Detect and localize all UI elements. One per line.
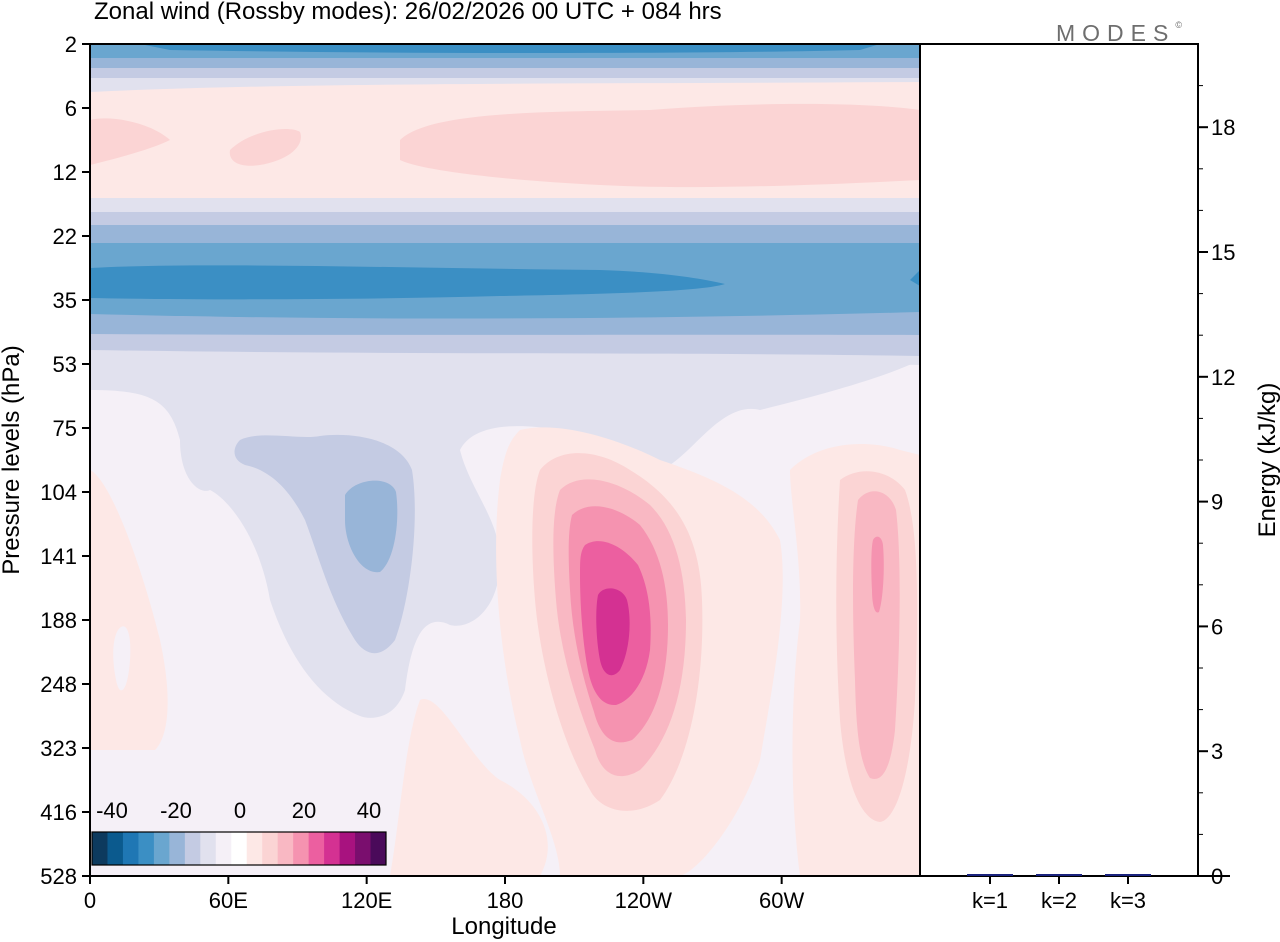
colorbar-swatch xyxy=(169,832,186,865)
energy-bar xyxy=(1105,874,1151,876)
energy-tick-label: 15 xyxy=(1211,240,1235,265)
x-axis: 0 60E 120E 180 120W 60W xyxy=(84,876,805,913)
colorbar-label: -20 xyxy=(160,798,192,823)
y-axis: 2 6 12 22 35 53 75 104 141 188 248 323 416 528 xyxy=(40,32,90,889)
x-axis-title: Longitude xyxy=(451,913,556,940)
colorbar-labels: -40 -20 0 20 40 xyxy=(96,798,381,823)
colorbar-swatch xyxy=(92,832,108,865)
band-jet-core-edge xyxy=(910,270,920,286)
colorbar-swatch xyxy=(122,832,139,865)
x-tick-label: 60W xyxy=(759,888,804,913)
y-tick-label: 104 xyxy=(40,480,77,505)
colorbar-label: 40 xyxy=(357,798,381,823)
patch-bottom-left-pink xyxy=(390,699,548,876)
x-tick-label: 180 xyxy=(487,888,524,913)
logo-text: MODES xyxy=(1056,20,1176,46)
colorbar-swatch xyxy=(370,832,387,865)
y-tick-label: 416 xyxy=(40,800,77,825)
y-tick-label: 528 xyxy=(40,864,77,889)
x-tick-label: 0 xyxy=(84,888,96,913)
energy-tick-label: 9 xyxy=(1211,490,1223,515)
y-tick-label: 6 xyxy=(65,96,77,121)
patch-strat-pink-mid xyxy=(229,129,301,166)
x-tick-label: 60E xyxy=(209,888,248,913)
patch-left-white xyxy=(113,626,131,691)
anomaly-20w-level3 xyxy=(853,491,900,779)
colorbar-swatch xyxy=(138,832,155,865)
y-tick-label: 22 xyxy=(53,224,77,249)
y-tick-label: 35 xyxy=(53,288,77,313)
y-tick-label: 75 xyxy=(53,416,77,441)
patch-strat-pink-right xyxy=(400,103,920,188)
energy-axis: 0 3 6 9 12 15 18 xyxy=(1198,85,1235,889)
energy-category-label: k=3 xyxy=(1110,888,1146,913)
logo-mark: © xyxy=(1175,20,1182,31)
x-tick-label: 120W xyxy=(615,888,673,913)
colorbar-swatch xyxy=(246,832,263,865)
colorbar-swatch xyxy=(215,832,232,865)
energy-tick-label: 3 xyxy=(1211,739,1223,764)
x-tick-label: 120E xyxy=(341,888,392,913)
y-tick-label: 188 xyxy=(40,608,77,633)
colorbar xyxy=(92,832,387,865)
colorbar-swatch xyxy=(107,832,124,865)
energy-panel-frame xyxy=(919,43,1199,877)
contour-field xyxy=(90,44,920,876)
colorbar-frame xyxy=(91,831,387,866)
colorbar-label: 20 xyxy=(292,798,316,823)
energy-tick-label: 6 xyxy=(1211,614,1223,639)
chart-title: Zonal wind (Rossby modes): 26/02/2026 00… xyxy=(94,0,722,25)
energy-tick-label: 0 xyxy=(1211,864,1223,889)
y-tick-label: 12 xyxy=(53,160,77,185)
energy-bar xyxy=(1036,874,1082,876)
y-tick-label: 141 xyxy=(40,544,77,569)
energy-category-label: k=1 xyxy=(972,888,1008,913)
y-tick-label: 323 xyxy=(40,736,77,761)
colorbar-label: 0 xyxy=(234,798,246,823)
y-tick-label: 248 xyxy=(40,672,77,697)
energy-category-label: k=2 xyxy=(1041,888,1077,913)
colorbar-swatch xyxy=(262,832,279,865)
colorbar-swatch xyxy=(293,832,310,865)
energy-tick-label: 12 xyxy=(1211,365,1235,390)
colorbar-swatch xyxy=(355,832,372,865)
colorbar-swatch xyxy=(200,832,217,865)
colorbar-swatch xyxy=(339,832,356,865)
patch-strat-pink-left xyxy=(90,118,170,165)
energy-bar xyxy=(967,874,1013,876)
colorbar-label: -40 xyxy=(96,798,128,823)
y-tick-label: 53 xyxy=(53,352,77,377)
colorbar-swatch xyxy=(184,832,201,865)
anomaly-20w-core xyxy=(871,536,884,613)
patch-left-pink xyxy=(90,470,168,750)
colorbar-swatch xyxy=(153,832,170,865)
colorbar-swatch xyxy=(277,832,294,865)
energy-tick-label: 18 xyxy=(1211,115,1235,140)
energy-axis-title: Energy (kJ/kg) xyxy=(1254,383,1280,538)
colorbar-swatch xyxy=(324,832,341,865)
modes-logo: MODES© xyxy=(1056,20,1182,47)
energy-bars: k=1 k=2 k=3 xyxy=(967,874,1151,913)
band-jet-core xyxy=(90,265,725,300)
y-tick-label: 2 xyxy=(65,32,77,57)
region-trop-mid-blue xyxy=(345,480,398,573)
band-upper-core xyxy=(140,44,880,53)
anomaly-120w-core xyxy=(596,588,630,676)
colorbar-swatch xyxy=(308,832,325,865)
colorbar-swatch xyxy=(231,832,248,865)
y-axis-title: Pressure levels (hPa) xyxy=(0,345,25,574)
